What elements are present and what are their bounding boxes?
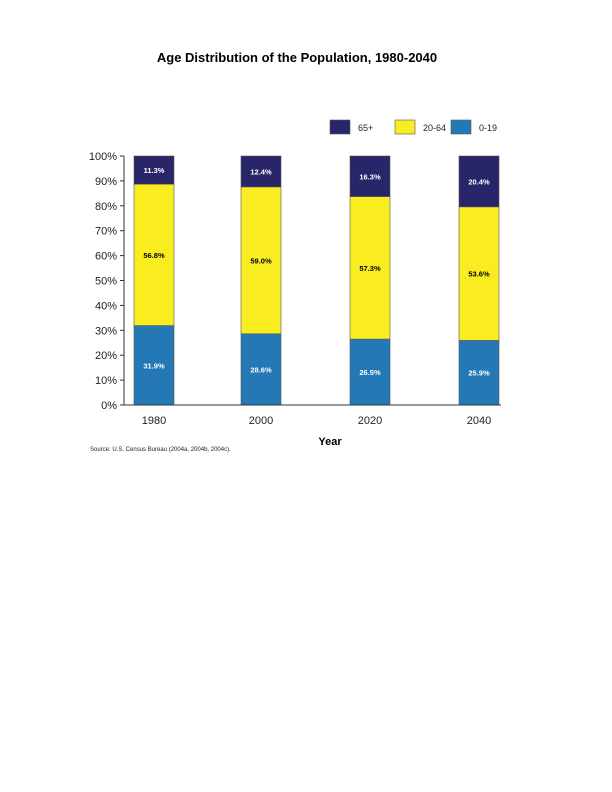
bar-segment-65+ xyxy=(133,155,175,185)
y-axis: 0% 10% 20% 30% 40% 50% 60% 70% 80% 90% 100% xyxy=(89,151,125,412)
bar-segment-20-64 xyxy=(349,196,391,340)
legend-swatch-20-64 xyxy=(394,119,416,135)
x-tick-label: 2000 xyxy=(249,415,273,427)
source-note: Source: U.S. Census Bureau (2004a, 2004b… xyxy=(90,447,231,453)
legend: 65+ 20-64 0-19 xyxy=(329,119,497,135)
y-tick-label: 20% xyxy=(95,350,117,362)
y-tick-label: 80% xyxy=(95,201,117,213)
y-tick-label: 60% xyxy=(95,251,117,263)
data-label: 57.3% xyxy=(359,264,381,273)
bar-segment-65+ xyxy=(240,155,282,188)
data-label: 20.4% xyxy=(468,177,490,186)
data-label: 25.9% xyxy=(468,369,490,378)
legend-swatch-65+ xyxy=(329,119,351,135)
data-label: 11.3% xyxy=(144,166,165,175)
bar-segment-0-19 xyxy=(133,325,175,406)
bar-segment-20-64 xyxy=(240,186,282,335)
x-tick-label: 2040 xyxy=(467,415,491,427)
legend-label: 65+ xyxy=(358,123,373,133)
data-label: 26.5% xyxy=(359,368,381,377)
x-axis-label: Year xyxy=(318,436,342,448)
bar-segment-20-64 xyxy=(458,206,500,341)
data-label: 12.4% xyxy=(250,167,272,176)
legend-swatch-0-19 xyxy=(450,119,472,135)
y-tick-label: 70% xyxy=(95,226,117,238)
y-tick-label: 100% xyxy=(89,151,117,163)
y-tick-label: 50% xyxy=(95,276,117,288)
y-tick-label: 40% xyxy=(95,300,117,312)
y-tick-label: 10% xyxy=(95,375,117,387)
legend-label: 0-19 xyxy=(479,123,497,133)
legend-label: 20-64 xyxy=(423,123,446,133)
bar-segment-0-19 xyxy=(349,338,391,406)
bar-segment-65+ xyxy=(349,155,391,197)
data-label: 31.9% xyxy=(143,361,165,370)
bar-segment-0-19 xyxy=(458,340,500,406)
bars: 31.9% 56.8% 11.3% 28.6% 59.0% 12.4% 26.5% 57.3%… xyxy=(133,155,500,406)
x-tick-label: 2020 xyxy=(358,415,382,427)
chart-title: Age Distribution of the Population, 1980… xyxy=(157,50,437,65)
x-axis: 1980 2000 2020 2040 xyxy=(124,404,501,427)
data-label: 16.3% xyxy=(359,172,381,181)
data-label: 56.8% xyxy=(143,251,165,260)
bar-segment-65+ xyxy=(458,155,500,208)
bar-segment-20-64 xyxy=(133,183,175,326)
data-label: 28.6% xyxy=(250,365,272,374)
y-tick-label: 90% xyxy=(95,176,117,188)
x-tick-label: 1980 xyxy=(142,415,166,427)
y-tick-label: 30% xyxy=(95,325,117,337)
data-label: 53.6% xyxy=(468,270,490,279)
y-tick-label: 0% xyxy=(101,400,117,412)
data-label: 59.0% xyxy=(250,256,272,265)
